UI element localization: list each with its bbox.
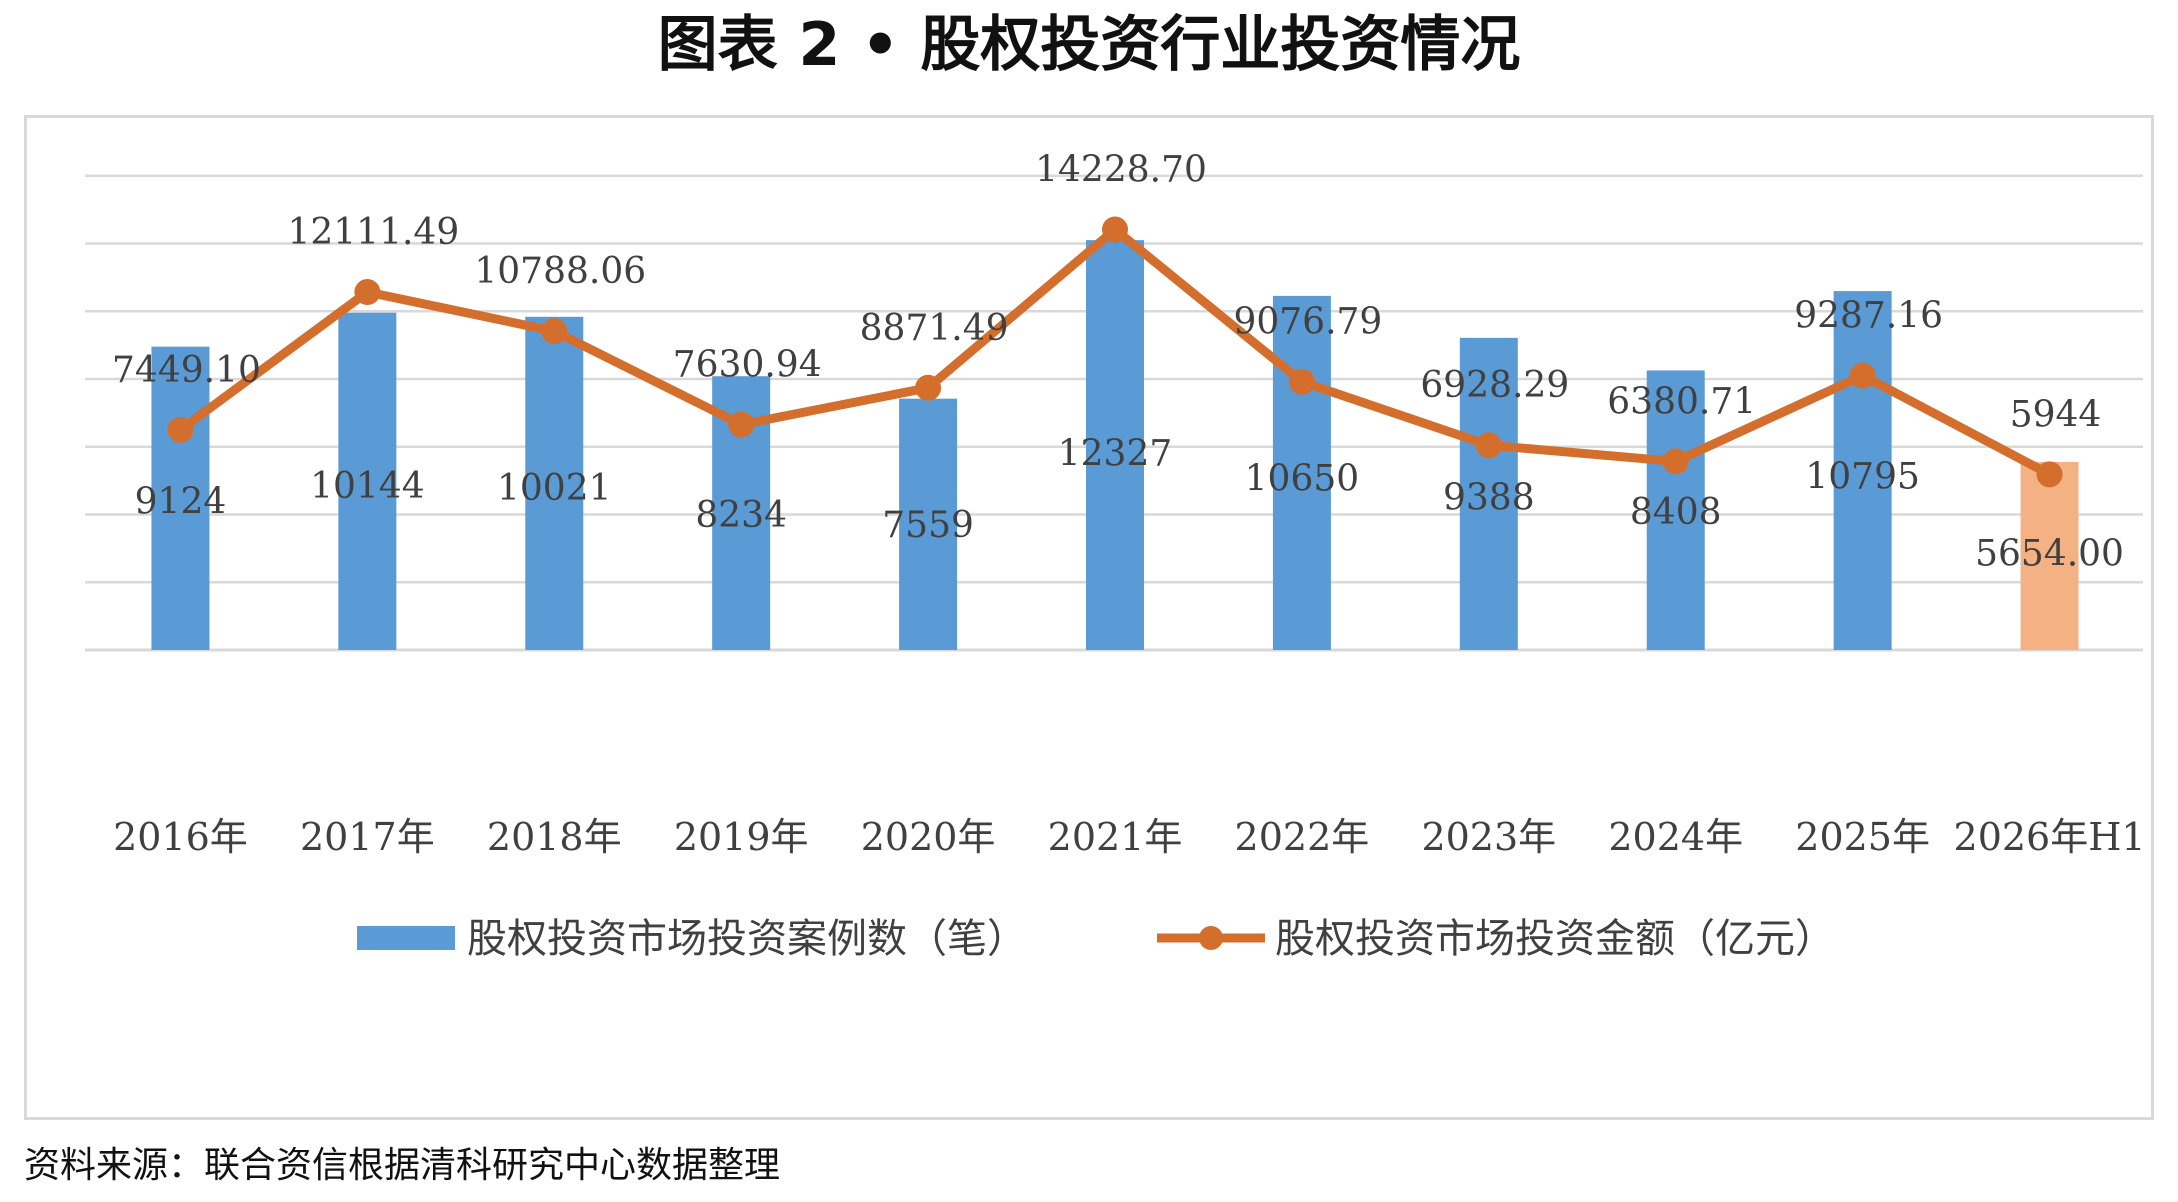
bar-2025年 — [1833, 291, 1892, 650]
x-tick-label: 2023年 — [1421, 815, 1556, 859]
line-value-label: 12111.49 — [287, 212, 459, 253]
source-note: 资料来源：联合资信根据清科研究中心数据整理 — [24, 1145, 781, 1186]
amount-point-2022年 — [1288, 368, 1315, 395]
bar-value-label: 5654.00 — [1975, 533, 2124, 574]
chart-frame: 9124 10144 10021 8234 7559 12327 10650 9388 8408… — [24, 115, 2154, 1120]
bar-value-label: 7559 — [882, 505, 974, 546]
amount-point-2020年 — [915, 374, 942, 401]
amount-point-2021年 — [1102, 216, 1128, 243]
x-tick-label: 2018年 — [487, 815, 622, 859]
amount-point-2019年 — [728, 411, 755, 438]
bar-2021年 — [1086, 240, 1144, 650]
bar-value-label: 9388 — [1443, 478, 1535, 519]
line-value-label: 7449.10 — [112, 350, 261, 391]
x-tick-label: 2021年 — [1048, 815, 1183, 859]
amount-point-2023年 — [1475, 432, 1502, 459]
amount-point-2017年 — [354, 279, 381, 306]
bar-2026年H1 — [2020, 462, 2079, 650]
bar-value-label: 10650 — [1245, 459, 1360, 500]
chart-title: 图表 2 • 股权投资行业投资情况 — [657, 10, 1521, 80]
bar-value-label: 9124 — [135, 481, 227, 522]
line-value-label: 5944 — [2010, 394, 2102, 435]
legend-bar-label: 股权投资市场投资案例数（笔） — [467, 916, 1027, 962]
bar-value-label: 10021 — [497, 468, 612, 509]
bar-2024年 — [1646, 370, 1705, 650]
x-tick-label: 2020年 — [861, 815, 996, 859]
bar-value-label: 8234 — [695, 495, 787, 536]
line-value-label: 8871.49 — [860, 308, 1009, 349]
amount-point-2025年 — [1849, 362, 1876, 389]
amount-point-2026年H1 — [2036, 461, 2063, 488]
x-tick-label: 2022年 — [1235, 815, 1370, 859]
line-value-label: 6928.29 — [1420, 365, 1569, 406]
amount-point-2024年 — [1662, 448, 1689, 475]
line-value-label: 9076.79 — [1233, 302, 1382, 343]
legend-line-marker — [1199, 926, 1223, 950]
bar-2022年 — [1272, 295, 1331, 650]
line-value-label: 14228.70 — [1035, 149, 1207, 190]
x-tick-label: 2026年H1 — [1954, 815, 2146, 859]
legend-bar-swatch — [357, 926, 455, 950]
x-tick-label: 2016年 — [113, 815, 248, 859]
amount-point-2018年 — [541, 318, 568, 345]
bar-2016年 — [151, 346, 210, 650]
line-value-label: 7630.94 — [673, 344, 822, 385]
bar-value-label: 10795 — [1805, 456, 1920, 497]
x-tick-label: 2025年 — [1795, 815, 1930, 859]
bar-value-label: 10144 — [310, 466, 425, 507]
chart-svg: 9124 10144 10021 8234 7559 12327 10650 9388 8408… — [85, 149, 2146, 962]
line-value-label: 10788.06 — [474, 251, 646, 292]
bar-2020年 — [899, 398, 958, 650]
bar-2017年 — [338, 312, 397, 650]
legend-line-label: 股权投资市场投资金额（亿元） — [1275, 916, 1835, 962]
x-tick-label: 2019年 — [674, 815, 809, 859]
line-value-label: 6380.71 — [1607, 381, 1756, 422]
bar-value-label: 8408 — [1630, 492, 1722, 533]
bar-value-label: 12327 — [1058, 434, 1173, 475]
x-tick-label: 2017年 — [300, 815, 435, 859]
bar-2023年 — [1459, 337, 1518, 650]
amount-point-2016年 — [167, 416, 194, 443]
bar-2018年 — [525, 316, 584, 650]
line-value-label: 9287.16 — [1794, 296, 1943, 337]
x-tick-label: 2024年 — [1608, 815, 1743, 859]
